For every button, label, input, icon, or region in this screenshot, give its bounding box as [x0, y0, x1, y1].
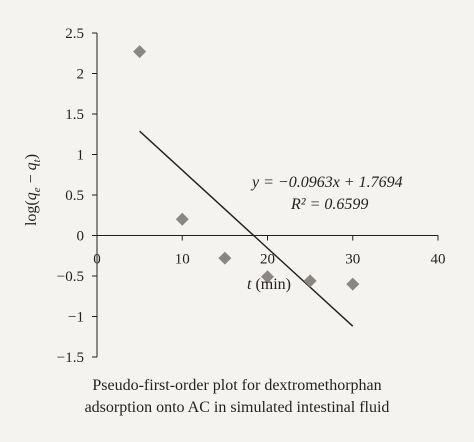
data-point [346, 277, 360, 291]
data-point [218, 251, 232, 265]
y-tick-label: 0.5 [65, 188, 84, 204]
data-points [133, 45, 360, 291]
y-axis-title: log(qe − qt) [23, 154, 43, 226]
y-tick-label: 2 [77, 67, 85, 83]
data-point [261, 270, 274, 284]
y-tick-label: −0.5 [57, 269, 84, 285]
x-tick-label: 30 [345, 252, 360, 268]
data-point [133, 45, 147, 59]
x-tick-label: 40 [431, 252, 446, 268]
y-tick-label: 0 [77, 229, 85, 245]
y-tick-label: −1 [68, 310, 84, 326]
x-tick-label: 10 [175, 252, 190, 268]
chart: 2.5 2 1.5 1 0.5 0 −0.5 −1 −1.5 0 10 20 30 40 log(qe … [23, 26, 446, 366]
data-point [175, 212, 189, 226]
trendline [139, 130, 354, 327]
data-point [303, 274, 317, 288]
caption-line-1: Pseudo-first-order plot for dextromethor… [92, 377, 382, 394]
y-axis-ticks: 2.5 2 1.5 1 0.5 0 −0.5 −1 −1.5 [57, 26, 97, 366]
y-tick-label: 2.5 [65, 26, 84, 42]
x-axis-title: t (min) [247, 276, 291, 293]
figure-caption: Pseudo-first-order plot for dextromethor… [0, 375, 474, 419]
x-tick-label: 20 [260, 252, 275, 268]
caption-line-2: adsorption onto AC in simulated intestin… [84, 399, 390, 416]
r-squared-label: R² = 0.6599 [290, 196, 368, 213]
y-tick-label: 1 [77, 148, 85, 164]
y-tick-label: 1.5 [65, 107, 84, 123]
x-axis-title-variable: t [247, 276, 252, 293]
y-tick-label: −1.5 [57, 350, 84, 366]
x-axis-title-unit: (min) [255, 276, 291, 293]
regression-equation: y = −0.0963x + 1.7694 [250, 174, 403, 191]
x-axis-ticks: 010203040 [93, 235, 446, 268]
